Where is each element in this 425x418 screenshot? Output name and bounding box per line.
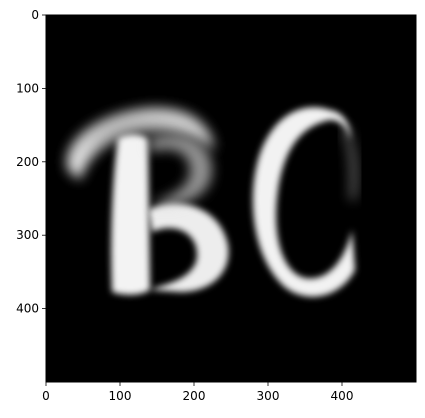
x-tick-label: 400 — [331, 389, 354, 403]
x-tick-label: 200 — [183, 389, 206, 403]
y-tick-label: 400 — [16, 302, 39, 316]
y-tick-label: 100 — [16, 81, 39, 95]
y-axis: 0 100 200 300 400 — [16, 8, 46, 316]
image-area — [46, 15, 416, 382]
y-tick-label: 200 — [16, 155, 39, 169]
x-tick-label: 100 — [109, 389, 132, 403]
y-tick-label: 0 — [31, 8, 39, 22]
x-axis: 0 100 200 300 400 — [42, 382, 353, 403]
x-tick-label: 0 — [42, 389, 50, 403]
y-tick-label: 300 — [16, 228, 39, 242]
glyph-picture — [66, 107, 357, 297]
x-tick-label: 300 — [257, 389, 280, 403]
axes-frame — [45, 14, 417, 383]
